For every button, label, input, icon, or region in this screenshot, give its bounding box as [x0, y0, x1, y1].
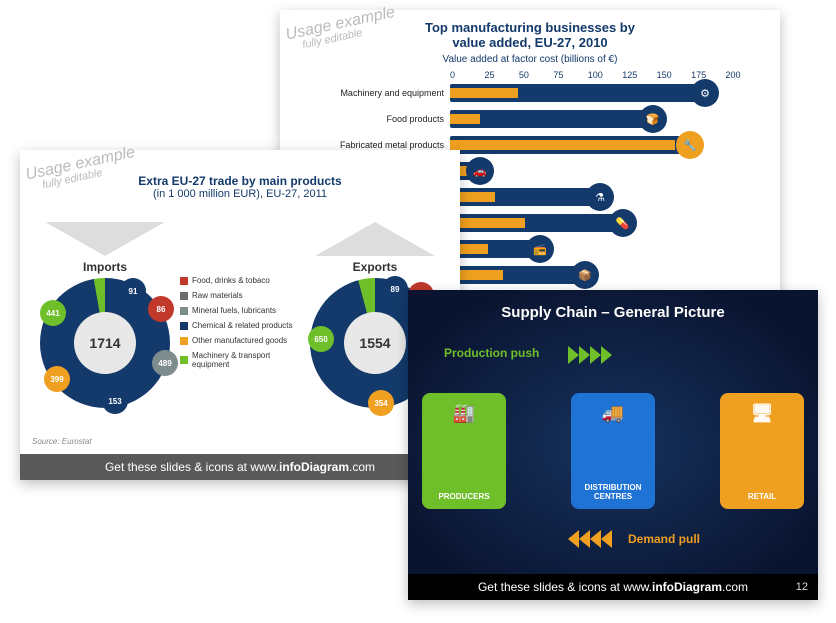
legend-row: Food, drinks & tobaco: [180, 276, 300, 285]
bar-row: Food products 🍞: [300, 106, 760, 132]
sc-flow-row: 🏭 PRODUCERS 🚚 DISTRIBUTIONCENTRES 🖥 RETA…: [422, 386, 804, 516]
imports-column: Imports 1714 9186489153399441: [30, 260, 180, 408]
source-text: Source: Eurostat: [32, 437, 92, 446]
slice-badge: 489: [152, 350, 178, 376]
push-chevrons-icon: [568, 346, 612, 364]
bar-axis-title: Value added at factor cost (billions of …: [280, 54, 780, 65]
legend-row: Machinery & transport equipment: [180, 351, 300, 369]
slice-badge: 91: [120, 278, 146, 304]
slide-supply-chain: Supply Chain – General Picture Productio…: [408, 290, 818, 600]
legend-label: Machinery & transport equipment: [192, 351, 300, 369]
bar-cap-icon: 📻: [526, 235, 554, 263]
bar-axis-ticks: 0255075100125150175200: [450, 70, 760, 80]
factory-icon: 🏭: [453, 403, 475, 424]
donut-area: Imports 1714 9186 489 153 399 441 Food, drin…: [30, 260, 450, 430]
demand-pull-label: Demand pull: [628, 532, 700, 546]
legend-row: Raw materials: [180, 291, 300, 300]
donut-legend: Food, drinks & tobaco Raw materials Minera…: [180, 260, 300, 369]
truck-icon: 🚚: [602, 403, 624, 424]
legend-row: Mineral fuels, lubricants: [180, 306, 300, 315]
exports-arrow-icon: [315, 222, 435, 256]
legend-label: Raw materials: [192, 291, 243, 300]
donut-subtitle: (in 1 000 million EUR), EU-27, 2011: [20, 188, 460, 200]
legend-swatch: [180, 277, 188, 285]
slice-badge: 399: [44, 366, 70, 392]
legend-label: Mineral fuels, lubricants: [192, 306, 276, 315]
legend-label: Chemical & related products: [192, 321, 293, 330]
slice-badge: 441: [40, 300, 66, 326]
imports-heading: Imports: [30, 260, 180, 274]
distribution-box: 🚚 DISTRIBUTIONCENTRES: [571, 393, 655, 509]
sc-title: Supply Chain – General Picture: [408, 290, 818, 321]
legend-swatch: [180, 307, 188, 315]
legend-swatch: [180, 356, 188, 364]
bar-label: Fabricated metal products: [300, 140, 450, 150]
slide-footer: Get these slides & icons at www.infoDiag…: [408, 574, 818, 600]
slice-badge: 153: [102, 388, 128, 414]
exports-heading: Exports: [300, 260, 450, 274]
legend-swatch: [180, 322, 188, 330]
bar-label: Machinery and equipment: [300, 88, 450, 98]
legend-swatch: [180, 337, 188, 345]
slice-badge: 650: [308, 326, 334, 352]
pull-chevrons-icon: [568, 530, 612, 548]
legend-row: Chemical & related products: [180, 321, 300, 330]
imports-donut: 1714 9186489153399441: [40, 278, 170, 408]
legend-swatch: [180, 292, 188, 300]
producers-label: PRODUCERS: [438, 492, 489, 501]
bar-cap-icon: 🍞: [639, 105, 667, 133]
distribution-label: DISTRIBUTIONCENTRES: [585, 483, 642, 501]
legend-row: Other manufactured goods: [180, 336, 300, 345]
bar-row: Machinery and equipment ⚙: [300, 80, 760, 106]
screen-icon: 🖥: [751, 403, 774, 424]
bar-cap-icon: ⚗: [586, 183, 614, 211]
slide-donut: Usage example fully editable Extra EU-27…: [20, 150, 460, 480]
bar-cap-icon: 📦: [571, 261, 599, 289]
production-push-label: Production push: [444, 346, 539, 360]
imports-arrow-icon: [45, 222, 165, 256]
legend-label: Food, drinks & tobaco: [192, 276, 270, 285]
bar-cap-icon: 🚗: [466, 157, 494, 185]
slide-footer: Get these slides & icons at www.infoDiag…: [20, 454, 460, 480]
slice-badge: 354: [368, 390, 394, 416]
imports-total: 1714: [74, 312, 136, 374]
exports-total: 1554: [344, 312, 406, 374]
bar-cap-icon: 🔧: [676, 131, 704, 159]
slice-badge: 89: [382, 276, 408, 302]
bar-cap-icon: ⚙: [691, 79, 719, 107]
bar-cap-icon: 💊: [609, 209, 637, 237]
retail-label: RETAIL: [748, 492, 776, 501]
slice-badge: 86: [148, 296, 174, 322]
retail-box: 🖥 RETAIL: [720, 393, 804, 509]
producers-box: 🏭 PRODUCERS: [422, 393, 506, 509]
bar-label: Food products: [300, 114, 450, 124]
legend-label: Other manufactured goods: [192, 336, 287, 345]
